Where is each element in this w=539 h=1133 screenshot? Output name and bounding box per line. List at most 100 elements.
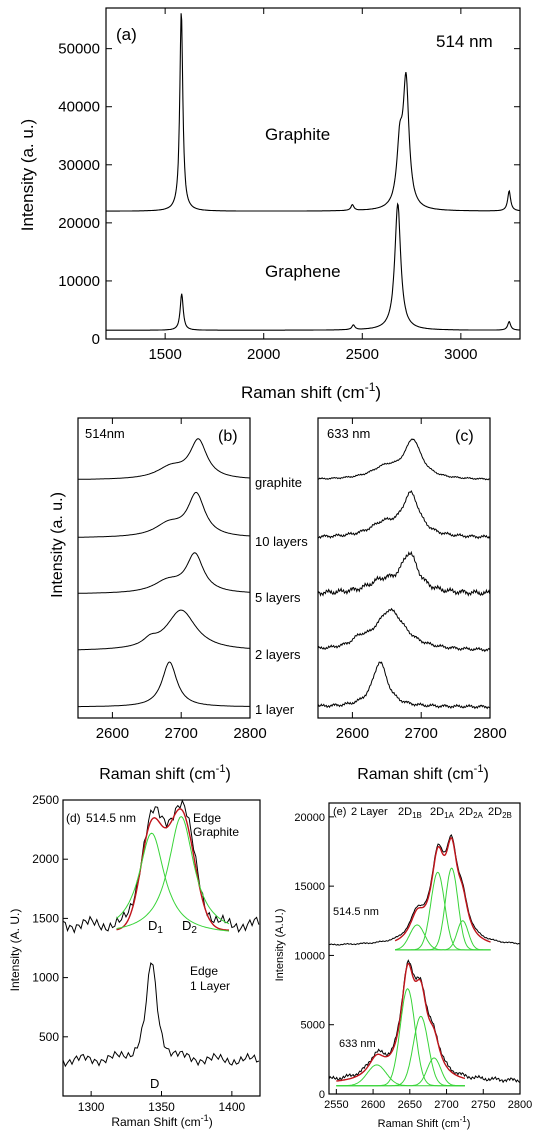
d-ytick-label: 2500	[32, 793, 59, 807]
panel-c-xlabel: Raman shift (cm-1)	[357, 763, 489, 783]
spectrum-graphite	[106, 13, 520, 212]
fit-component-514-1	[395, 871, 491, 951]
spectrum-graphene	[105, 202, 521, 331]
panel-e-label: (e)	[333, 806, 346, 818]
graphite-label: Graphite	[265, 125, 330, 144]
spectrum-1-layer	[317, 661, 490, 710]
panel-b-ylabel: Intensity (a. u.)	[49, 492, 66, 598]
edge-1layer-line2: 1 Layer	[190, 979, 230, 993]
panel-c-label: (c)	[455, 428, 474, 445]
d2-label: D2	[182, 918, 197, 936]
fit-component-d2	[116, 816, 230, 930]
edge-graphite-line2: Graphite	[193, 825, 239, 839]
comp-2d1a: 2D1A	[430, 806, 455, 820]
panel-e-wl-514: 514.5 nm	[333, 906, 379, 918]
graphene-label: Graphene	[265, 262, 341, 281]
spectrum-5-layers	[317, 550, 491, 597]
spectrum-514	[328, 834, 520, 946]
panel-e-ylabel: Intensity (A.U.)	[274, 909, 286, 982]
panel-d-plot	[62, 799, 260, 1068]
panel-c-frame	[317, 417, 491, 719]
panel-a-frame	[105, 7, 521, 340]
a-ytick-label: 50000	[58, 41, 100, 58]
e-xtick-label: 2750	[471, 1099, 495, 1111]
panel-b-ticks: 2600 2700 2800	[96, 418, 267, 742]
e-ytick-label: 5000	[301, 1020, 325, 1032]
spectrum-10-layers	[317, 489, 491, 540]
xtick-label: 2800	[473, 725, 506, 742]
panel-d-frame	[62, 799, 261, 1097]
d-ytick-label: 2000	[32, 852, 59, 866]
d-label: D	[150, 1076, 159, 1091]
panel-e-2layer: 2 Layer	[351, 806, 388, 818]
comp-2d2b: 2D2B	[488, 806, 512, 820]
e-ytick-label: 20000	[294, 812, 325, 824]
panel-e-frame	[328, 802, 521, 1095]
panel-e-xlabel: Raman Shift (cm-1)	[378, 1115, 471, 1130]
spectrum-graphite	[317, 438, 490, 481]
layer-label-5: 5 layers	[255, 590, 301, 605]
e-ytick-label: 0	[319, 1089, 325, 1101]
panel-d-ticks: 1300 1350 1400 500 1000 1500 2000 2500	[32, 793, 245, 1114]
panel-e-plot	[328, 834, 520, 1087]
e-xtick-label: 2800	[508, 1099, 532, 1111]
e-xtick-label: 2550	[324, 1099, 348, 1111]
xtick-label: 2700	[405, 725, 438, 742]
xtick-label: 2600	[336, 725, 369, 742]
e-ytick-label: 15000	[294, 881, 325, 893]
d1-label: D1	[148, 918, 163, 936]
a-xtick-label: 2500	[346, 346, 379, 363]
xtick-label: 2700	[165, 725, 198, 742]
spectrum-2-layers	[317, 607, 491, 653]
a-ytick-label: 30000	[58, 157, 100, 174]
spectrum-5-layers	[78, 552, 250, 594]
d-xtick-label: 1350	[148, 1100, 175, 1114]
e-xtick-label: 2600	[361, 1099, 385, 1111]
panel-d-wavelength: 514.5 nm	[86, 811, 136, 825]
panel-b: 2600 2700 2800 514nm (b) graphite 10 layer…	[49, 417, 308, 783]
panel-d: 1300 1350 1400 500 1000 1500 2000 2500 (d) 514.…	[8, 793, 261, 1129]
panel-e-wl-633: 633 nm	[339, 1038, 376, 1050]
single-layer-edge-spectrum	[62, 962, 260, 1068]
a-xtick-label: 2000	[247, 346, 280, 363]
layer-label-1: 1 layer	[255, 702, 295, 717]
fit-component-633-3	[336, 1057, 465, 1087]
panel-a-wavelength: 514 nm	[436, 32, 493, 51]
d-ytick-label: 1000	[32, 971, 59, 985]
fit-envelope-633	[336, 962, 466, 1082]
a-ytick-label: 10000	[58, 273, 100, 290]
d-ytick-label: 1500	[32, 911, 59, 925]
a-ytick-label: 20000	[58, 215, 100, 232]
fit-component-d1	[116, 832, 230, 932]
panel-a-ticks: 1500 2000 2500 3000010000200003000040000500…	[58, 8, 520, 363]
panel-d-label: (d)	[66, 811, 81, 825]
panel-d-xlabel: Raman Shift (cm-1)	[111, 1113, 212, 1129]
panel-e-ticks: 2550 2600 2650 2700 2750 2800 0 5000 10000 15000 2…	[294, 812, 532, 1111]
spectrum-2-layers	[78, 609, 250, 651]
panel-b-wavelength: 514nm	[85, 426, 125, 441]
comp-2d2a: 2D2A	[459, 806, 484, 820]
layer-label-10: 10 layers	[255, 534, 308, 549]
layer-label-graphite: graphite	[255, 475, 302, 490]
edge-1layer-line1: Edge	[190, 964, 218, 978]
fit-envelope	[116, 808, 229, 931]
panel-b-plot	[78, 438, 250, 708]
panel-e: 2550 2600 2650 2700 2750 2800 0 5000 10000 15000 2…	[274, 802, 532, 1130]
panel-b-frame	[77, 417, 251, 719]
panel-c-plot	[317, 438, 491, 710]
fit-envelope-514	[394, 837, 491, 943]
e-xtick-label: 2700	[434, 1099, 458, 1111]
panel-a-xlabel: Raman shift (cm-1)	[241, 380, 381, 402]
panel-b-xlabel: Raman shift (cm-1)	[99, 763, 231, 783]
d-xtick-label: 1300	[78, 1100, 105, 1114]
panel-a: 1500 2000 2500 3000010000200003000040000500…	[18, 7, 521, 402]
panel-c: 2600 2700 2800 633 nm (c) Raman shift (cm-…	[317, 417, 507, 783]
comp-2d1b: 2D1B	[398, 806, 422, 820]
spectrum-10-layers	[78, 491, 250, 538]
panel-a-ylabel: Intensity (a. u.)	[18, 119, 37, 231]
xtick-label: 2600	[96, 725, 129, 742]
fit-component-514-3	[395, 920, 491, 951]
panel-a-plot	[105, 13, 521, 331]
d-ytick-label: 500	[39, 1030, 59, 1044]
